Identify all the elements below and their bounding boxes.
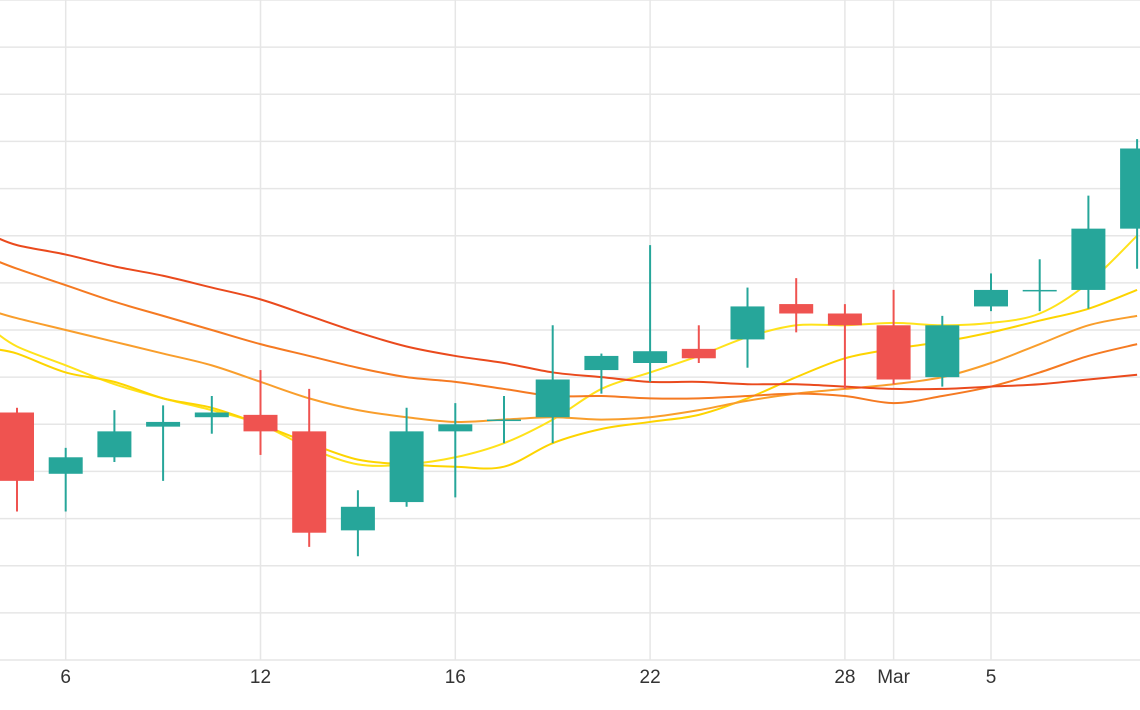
moving-average-line-5 bbox=[0, 237, 1138, 391]
candle-body bbox=[876, 325, 911, 380]
x-tick-label: 5 bbox=[986, 667, 997, 688]
candle-body bbox=[194, 412, 229, 418]
candle-body bbox=[487, 419, 521, 422]
candle-body bbox=[730, 306, 765, 340]
candle bbox=[925, 315, 960, 387]
candle-body bbox=[243, 414, 278, 432]
candle bbox=[438, 403, 473, 498]
candle-body bbox=[389, 431, 424, 503]
moving-average-lines bbox=[0, 234, 1138, 470]
chart-grid bbox=[0, 0, 1140, 661]
candle bbox=[681, 325, 716, 363]
candle bbox=[1071, 195, 1106, 309]
candle-body bbox=[779, 304, 814, 314]
candle bbox=[1120, 139, 1140, 269]
moving-average-line-2 bbox=[0, 288, 1138, 470]
candle-body bbox=[925, 325, 960, 378]
candle bbox=[1022, 259, 1057, 312]
candle bbox=[146, 405, 181, 481]
x-axis-ticks: 6 12 16 22 28 Mar 5 bbox=[60, 667, 996, 688]
candle-body bbox=[974, 289, 1008, 307]
moving-average-line-1 bbox=[0, 234, 1138, 467]
candle bbox=[779, 278, 814, 333]
candle-body bbox=[1120, 148, 1140, 229]
candle bbox=[243, 370, 278, 455]
candle bbox=[389, 407, 424, 507]
candle bbox=[730, 287, 765, 368]
candle bbox=[487, 396, 521, 444]
candles bbox=[0, 139, 1140, 557]
candle-body bbox=[146, 421, 181, 427]
x-tick-label: 12 bbox=[250, 667, 271, 688]
candle bbox=[876, 289, 911, 385]
candle bbox=[974, 273, 1008, 312]
candle bbox=[827, 304, 862, 389]
candle-body bbox=[0, 412, 34, 481]
candle bbox=[292, 388, 327, 547]
candle-body bbox=[1071, 228, 1106, 290]
candle bbox=[0, 407, 34, 512]
candle bbox=[633, 245, 668, 382]
candle bbox=[340, 490, 375, 557]
candle-body bbox=[438, 424, 473, 432]
x-tick-label: 22 bbox=[640, 667, 661, 688]
candle-body bbox=[681, 348, 716, 359]
candle-body bbox=[292, 431, 327, 533]
candle bbox=[97, 410, 132, 462]
candle-body bbox=[48, 457, 83, 474]
candle-body bbox=[827, 313, 862, 326]
x-tick-label: Mar bbox=[877, 667, 910, 688]
candle-body bbox=[1022, 289, 1057, 292]
candle bbox=[48, 447, 83, 512]
candle-body bbox=[633, 351, 668, 363]
candle bbox=[584, 353, 619, 394]
candle-body bbox=[340, 506, 375, 531]
candle bbox=[535, 325, 570, 444]
candle-body bbox=[97, 431, 132, 458]
candle-body bbox=[535, 379, 570, 418]
candle bbox=[194, 396, 229, 434]
x-tick-label: 28 bbox=[834, 667, 855, 688]
candle-body bbox=[584, 355, 619, 371]
x-tick-label: 6 bbox=[60, 667, 71, 688]
x-tick-label: 16 bbox=[445, 667, 466, 688]
